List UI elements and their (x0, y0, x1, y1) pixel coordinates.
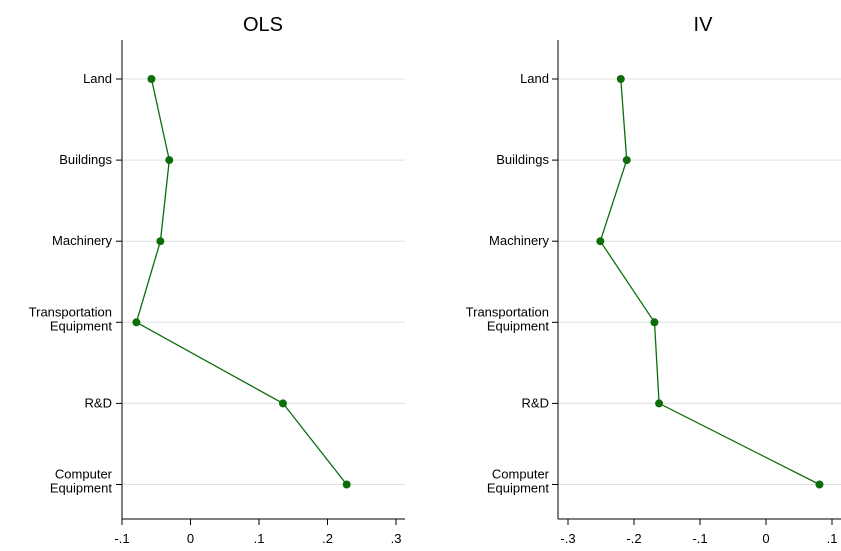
x-tick-label: -.1 (114, 531, 129, 546)
data-point (655, 399, 664, 408)
data-point (147, 75, 156, 83)
x-tick-label: -.3 (560, 531, 575, 546)
data-point (815, 480, 824, 489)
series-line (599, 78, 820, 486)
category-label: Land (83, 71, 112, 86)
category-label: Machinery (52, 233, 112, 248)
series-line (135, 78, 348, 485)
x-tick-label: -.1 (692, 531, 707, 546)
x-tick-label: .1 (254, 531, 265, 546)
category-label: Transportation Equipment (466, 304, 550, 333)
x-tick-label: 0 (187, 531, 194, 546)
x-tick-label: .1 (827, 531, 838, 546)
category-label: Computer Equipment (487, 467, 550, 496)
data-point (156, 237, 165, 246)
data-point (342, 480, 351, 489)
category-label: R&D (85, 395, 112, 410)
x-tick-label: 0 (762, 531, 769, 546)
category-label: Machinery (489, 233, 549, 248)
category-label: Buildings (496, 152, 549, 167)
category-label: Transportation Equipment (29, 304, 113, 333)
data-point (278, 399, 287, 408)
data-point (622, 156, 631, 165)
category-label: Computer Equipment (50, 467, 113, 496)
data-point (596, 237, 605, 246)
category-label: Land (520, 71, 549, 86)
panel-title: OLS (243, 14, 283, 36)
x-tick-label: .3 (391, 531, 402, 546)
panel-ols: OLS Land Buildings Machinery Transportation E… (29, 14, 405, 546)
panel-iv: IV Land Buildings Machinery Transportation Eq… (466, 14, 841, 546)
data-point (132, 318, 141, 327)
panel-title: IV (694, 14, 714, 36)
data-point (650, 318, 659, 327)
category-label: Buildings (59, 152, 112, 167)
x-tick-label: -.2 (626, 531, 641, 546)
x-tick-label: .2 (322, 531, 333, 546)
data-point (165, 156, 174, 165)
data-point (616, 75, 625, 83)
category-label: R&D (522, 395, 549, 410)
